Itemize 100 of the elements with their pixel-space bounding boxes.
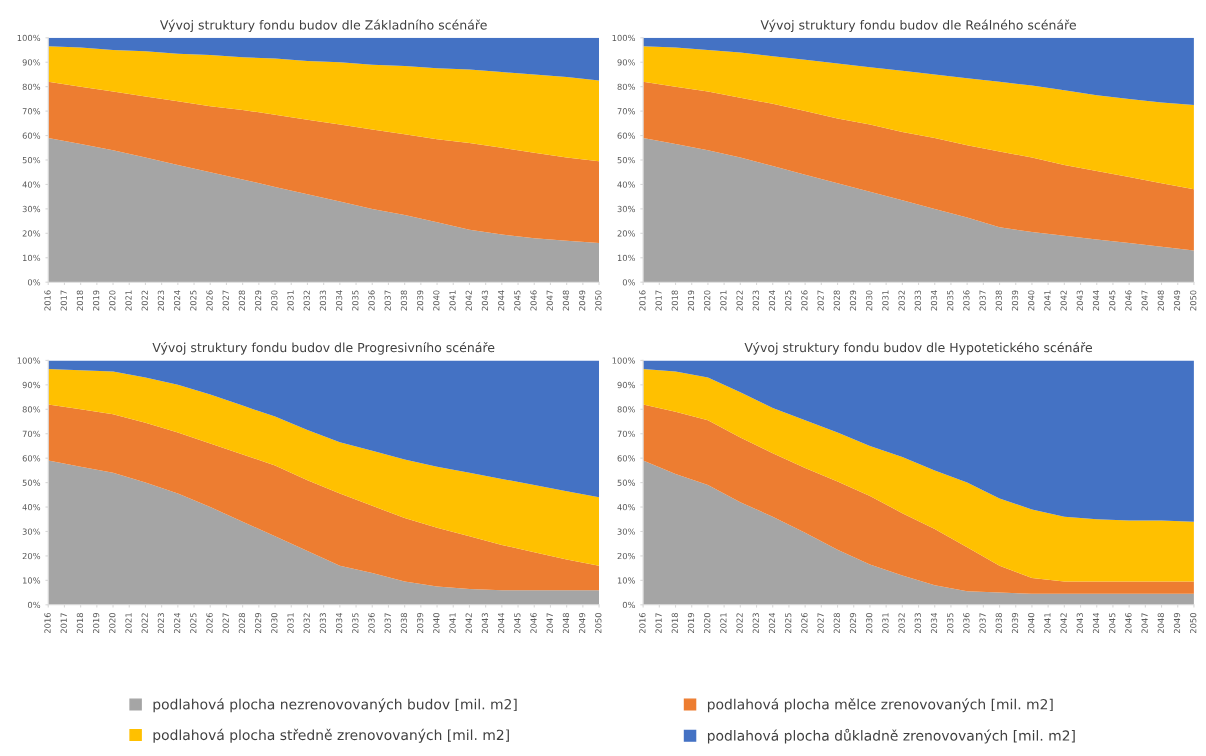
x-tick-label: 2041 — [1044, 290, 1051, 311]
x-tick-label: 2033 — [914, 613, 921, 634]
y-tick-label: 0% — [27, 279, 41, 286]
x-tick-label: 2037 — [384, 613, 391, 634]
x-tick-label: 2041 — [449, 613, 456, 634]
x-tick-label: 2028 — [238, 290, 246, 311]
x-tick-label: 2026 — [206, 612, 213, 634]
x-tick-label: 2025 — [785, 290, 792, 311]
x-tick-label: 2046 — [530, 290, 537, 311]
x-tick-label: 2016 — [44, 290, 51, 311]
x-tick-label: 2047 — [546, 613, 553, 634]
x-tick-label: 2047 — [1141, 613, 1148, 634]
x-tick-label: 2024 — [173, 290, 181, 311]
x-tick-label: 2026 — [206, 290, 213, 311]
x-tick-label: 2018 — [671, 613, 678, 634]
x-tick-label: 2029 — [849, 613, 857, 634]
x-tick-label: 2039 — [416, 613, 424, 634]
x-tick-label: 2042 — [465, 290, 472, 311]
x-tick-label: 2022 — [736, 613, 743, 634]
x-tick-label: 2043 — [1076, 613, 1083, 634]
legend-label: podlahová plocha středně zrenovovaných [mil. m2] — [153, 728, 509, 743]
x-tick-label: 2024 — [768, 290, 776, 311]
x-tick-label: 2026 — [801, 612, 808, 634]
x-tick-label: 2024 — [768, 612, 776, 634]
y-tick-label: 30% — [617, 528, 636, 535]
chart-title: Vývoj struktury fondu budov dle Hypotetického scénáře — [744, 342, 1093, 355]
x-tick-label: 2031 — [287, 290, 294, 311]
x-tick-label: 2016 — [639, 612, 646, 634]
x-tick-label: 2023 — [752, 613, 759, 634]
x-tick-label: 2040 — [433, 612, 440, 634]
x-tick-label: 2033 — [319, 290, 327, 311]
x-tick-label: 2045 — [514, 613, 521, 634]
x-tick-label: 2046 — [1125, 290, 1132, 311]
y-tick-label: 90% — [22, 381, 41, 389]
x-tick-label: 2032 — [303, 613, 310, 634]
x-tick-label: 2021 — [125, 613, 132, 634]
legend-label: podlahová plocha mělce zrenovovaných [mil. m2] — [707, 698, 1053, 713]
x-tick-label: 2038 — [995, 290, 1002, 311]
y-tick-label: 90% — [617, 59, 636, 66]
x-tick-label: 2032 — [898, 290, 905, 311]
x-tick-label: 2019 — [92, 613, 100, 634]
x-tick-label: 2032 — [303, 290, 310, 311]
x-tick-label: 2046 — [530, 612, 537, 634]
x-tick-label: 2024 — [173, 612, 181, 634]
x-tick-label: 2031 — [882, 290, 889, 311]
y-tick-label: 70% — [617, 430, 636, 438]
x-tick-label: 2040 — [1028, 612, 1035, 634]
x-tick-label: 2044 — [497, 612, 505, 634]
x-tick-label: 2043 — [1076, 290, 1083, 311]
x-tick-label: 2028 — [833, 290, 840, 311]
x-tick-label: 2018 — [671, 290, 678, 311]
y-tick-label: 30% — [617, 205, 636, 213]
x-tick-label: 2041 — [449, 290, 456, 311]
x-tick-label: 2047 — [1141, 290, 1148, 311]
x-tick-label: 2044 — [1092, 612, 1100, 634]
x-tick-label: 2017 — [655, 613, 662, 634]
x-tick-label: 2018 — [76, 290, 84, 311]
x-tick-label: 2017 — [60, 613, 67, 634]
y-tick-label: 10% — [617, 577, 636, 584]
x-tick-label: 2038 — [995, 613, 1002, 634]
x-tick-label: 2036 — [963, 612, 970, 634]
chart-title: Vývoj struktury fondu budov dle Základního scénáře — [159, 19, 487, 33]
x-tick-label: 2040 — [433, 290, 440, 311]
x-tick-label: 2030 — [866, 612, 873, 634]
x-tick-label: 2048 — [1157, 290, 1164, 311]
y-tick-label: 30% — [22, 205, 41, 213]
x-tick-label: 2041 — [1044, 613, 1051, 634]
x-tick-label: 2035 — [947, 290, 954, 311]
x-tick-label: 2035 — [352, 290, 359, 311]
y-tick-label: 0% — [622, 279, 636, 286]
x-tick-label: 2050 — [595, 290, 602, 311]
x-tick-label: 2049 — [1173, 290, 1181, 311]
x-tick-label: 2021 — [720, 613, 727, 634]
y-tick-label: 20% — [617, 230, 636, 237]
x-tick-label: 2019 — [687, 613, 695, 634]
x-tick-label: 2034 — [930, 612, 938, 634]
x-tick-label: 2036 — [368, 612, 375, 634]
x-tick-label: 2039 — [1011, 613, 1019, 634]
y-tick-label: 80% — [617, 406, 636, 413]
x-tick-label: 2035 — [947, 613, 954, 634]
y-tick-label: 80% — [22, 406, 41, 413]
x-tick-label: 2044 — [497, 290, 505, 311]
legend-label: podlahová plocha nezrenovovaných budov [mil. m2] — [153, 698, 517, 713]
x-tick-label: 2042 — [465, 613, 472, 634]
legend-label: podlahová plocha důkladně zrenovovaných [mil. m2] — [707, 728, 1075, 744]
y-tick-label: 0% — [622, 601, 636, 609]
x-tick-label: 2034 — [930, 290, 938, 311]
x-tick-label: 2039 — [416, 290, 424, 311]
y-tick-label: 60% — [617, 455, 636, 462]
x-tick-label: 2037 — [979, 613, 986, 634]
x-tick-label: 2036 — [368, 290, 375, 311]
y-tick-label: 100% — [612, 34, 636, 42]
x-tick-label: 2027 — [222, 290, 229, 311]
y-tick-label: 10% — [22, 254, 41, 262]
x-tick-label: 2030 — [271, 612, 278, 634]
x-tick-label: 2032 — [898, 613, 905, 634]
x-tick-label: 2050 — [1190, 612, 1197, 634]
x-tick-label: 2042 — [1060, 613, 1067, 634]
y-tick-label: 10% — [22, 577, 41, 584]
x-tick-label: 2020 — [109, 290, 116, 311]
